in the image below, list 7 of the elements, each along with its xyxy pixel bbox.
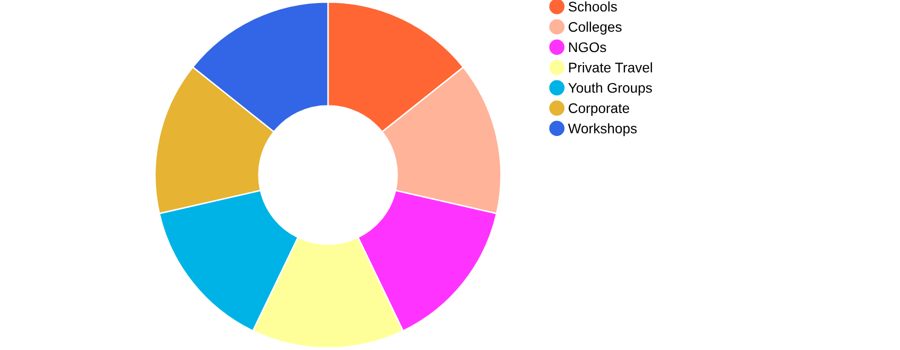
legend-label: NGOs [569, 42, 606, 52]
legend-label: Workshops [568, 123, 637, 136]
legend-label: Corporate [568, 103, 630, 116]
legend-label: Youth Groups [568, 82, 652, 96]
legend-label: Private Travel [569, 62, 652, 72]
legend-label: Schools [568, 1, 617, 12]
legend-label: Colleges [568, 22, 622, 35]
